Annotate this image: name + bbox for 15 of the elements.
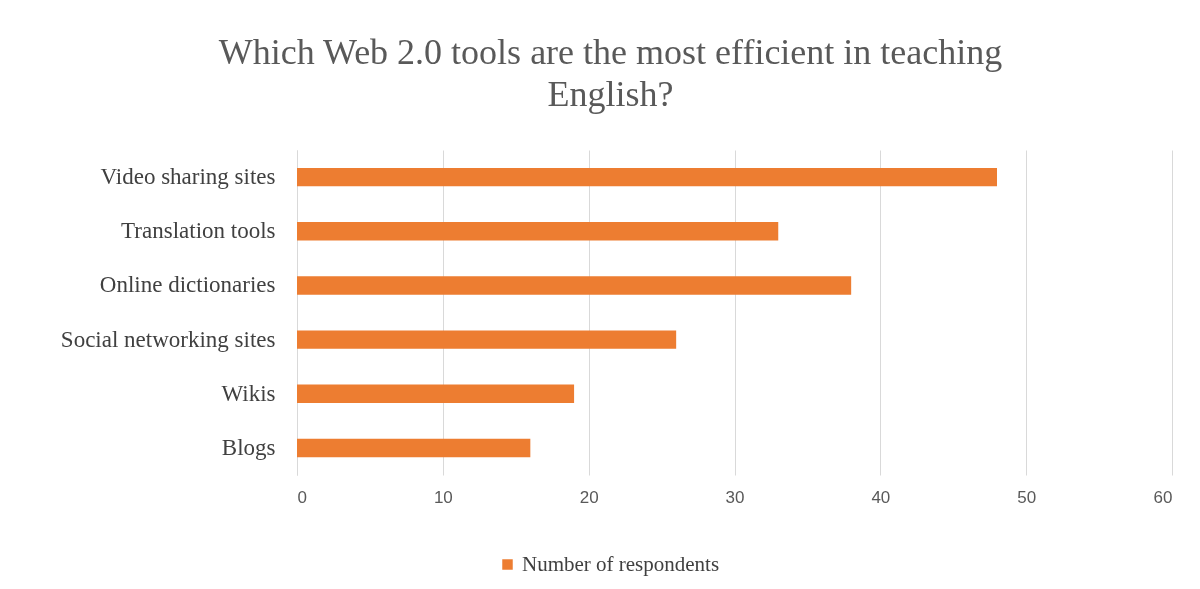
x-tick-label: 10 — [433, 487, 453, 507]
y-tick-label: Blogs — [221, 434, 276, 460]
x-tick-label: 30 — [725, 487, 745, 507]
y-tick-label: Online dictionaries — [99, 272, 276, 298]
x-tick-label: 60 — [1153, 487, 1173, 507]
x-tick-label: 20 — [579, 487, 599, 507]
y-tick-label: Translation tools — [121, 218, 276, 244]
x-tick-label: 50 — [1017, 487, 1037, 507]
y-tick-label: Video sharing sites — [100, 164, 276, 190]
x-tick-label: 40 — [871, 487, 891, 507]
y-tick-label: Social networking sites — [60, 326, 276, 352]
y-tick-label: Wikis — [221, 380, 276, 406]
legend-label: Number of respondents — [522, 551, 720, 576]
x-tick-label: 0 — [297, 487, 307, 507]
chart-title: Which Web 2.0 tools are the most efficient in teaching English? — [218, 32, 1003, 114]
